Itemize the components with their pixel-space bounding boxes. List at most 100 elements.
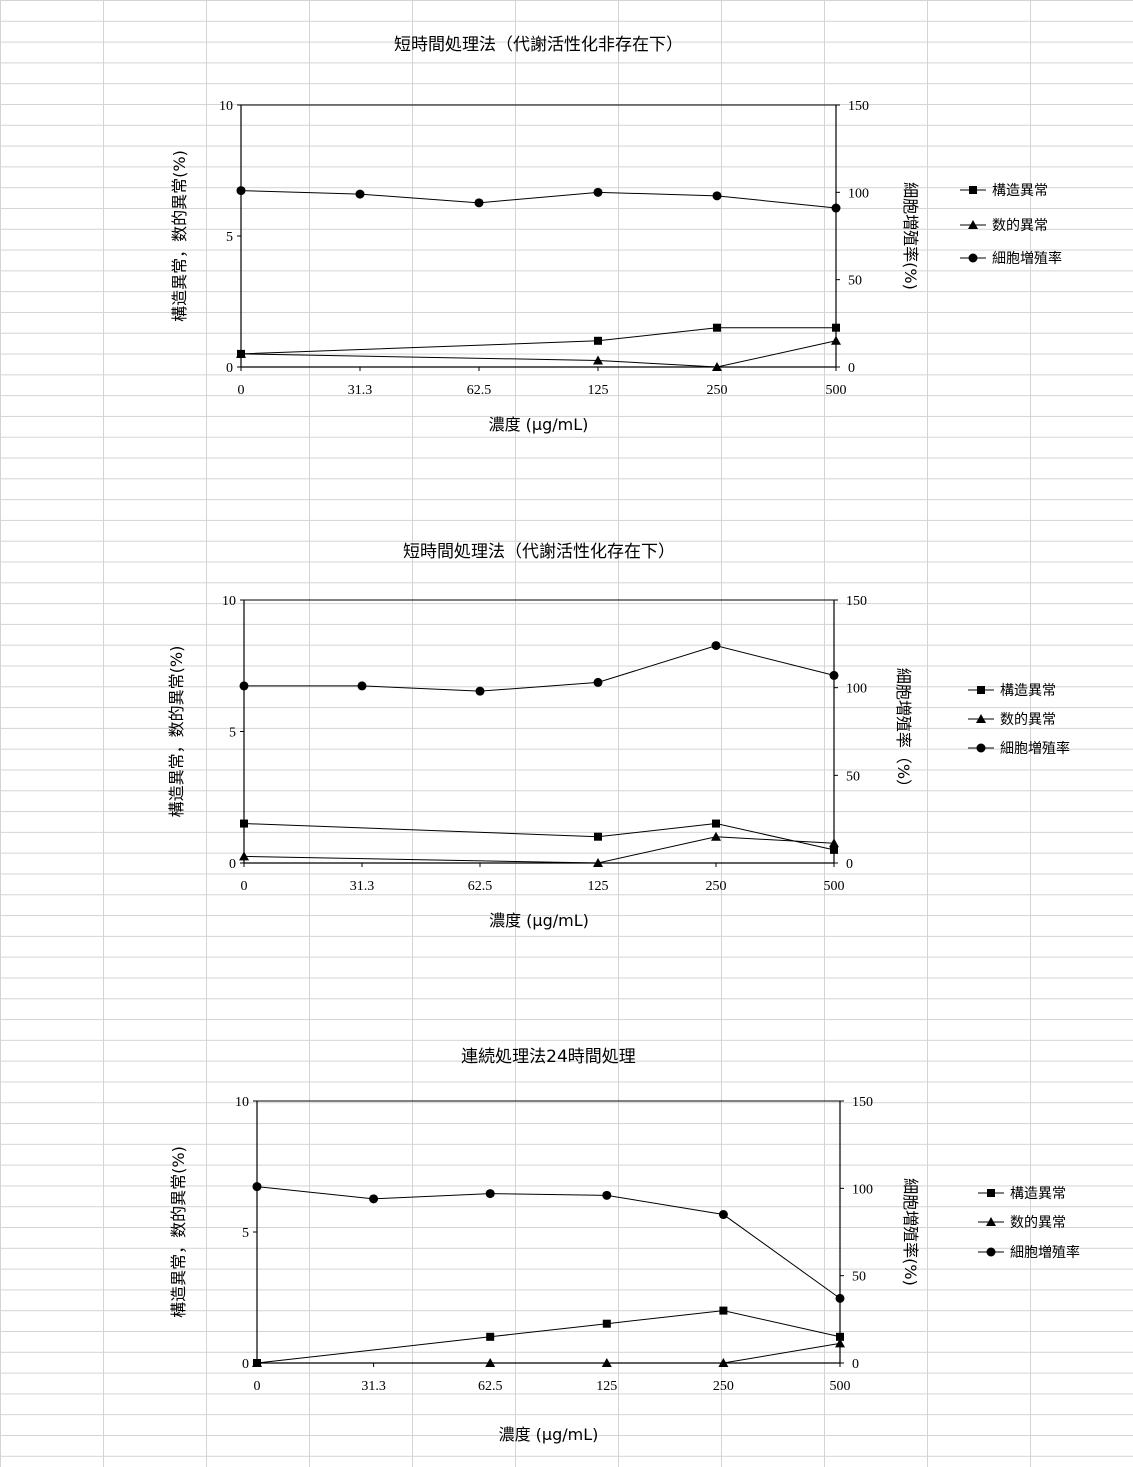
circle-marker	[236, 186, 246, 196]
legend-marker	[977, 686, 985, 694]
legend-marker	[976, 743, 986, 753]
x-tick-label: 31.3	[361, 1379, 386, 1394]
legend-label: 細胞増殖率	[1000, 740, 1070, 757]
circle-marker	[474, 198, 484, 208]
legend-label: 数的異常	[1010, 1215, 1066, 1231]
y-tick-label: 5	[229, 726, 236, 741]
legend-item-structural-abnormality: 構造異常	[978, 1186, 1066, 1202]
y2-axis-title: 細胞増殖率（%）	[894, 668, 913, 795]
x-tick-label: 500	[826, 383, 847, 398]
y-tick-label: 0	[242, 1357, 249, 1372]
y2-tick-label: 50	[852, 1270, 866, 1285]
triangle-marker	[485, 1358, 496, 1367]
triangle-marker	[831, 335, 841, 345]
series-line	[244, 645, 835, 692]
series-structural-abnormality	[240, 819, 838, 854]
chart-title: 短時間処理法（代謝活性化存在下）	[403, 542, 675, 562]
circle-marker	[712, 191, 722, 201]
x-tick-label: 125	[588, 383, 609, 398]
x-tick-label: 125	[596, 1379, 617, 1394]
circle-marker	[355, 189, 365, 199]
x-tick-label: 500	[830, 1379, 851, 1394]
series-numerical-abnormality	[236, 335, 841, 371]
x-tick-label: 250	[706, 879, 727, 894]
series-line	[243, 836, 835, 864]
triangle-marker	[252, 1358, 262, 1367]
legend-marker	[968, 220, 978, 229]
y-tick-label: 5	[226, 230, 233, 245]
legend-marker	[969, 186, 977, 194]
y2-tick-label: 150	[852, 1095, 873, 1110]
series-cell-growth-rate	[252, 1182, 845, 1303]
y-tick-label: 5	[242, 1226, 249, 1241]
series-line	[240, 327, 836, 355]
series-line	[240, 340, 837, 368]
series-line	[256, 1186, 841, 1299]
circle-marker	[593, 187, 603, 197]
legend-label: 数的異常	[1000, 712, 1056, 728]
legend-item-numerical-abnormality: 数的異常	[968, 712, 1056, 728]
x-axis-title: 濃度 (μg/mL)	[489, 415, 589, 434]
y2-tick-label: 100	[852, 1182, 873, 1197]
circle-marker	[475, 686, 485, 696]
triangle-marker	[593, 355, 603, 365]
y2-tick-label: 100	[848, 186, 869, 201]
square-marker	[240, 819, 248, 828]
legend-marker	[968, 253, 978, 263]
square-marker	[712, 819, 720, 828]
x-tick-label: 62.5	[478, 1379, 503, 1394]
legend-marker	[987, 1189, 995, 1197]
series-line	[256, 1310, 841, 1364]
circle-marker	[485, 1189, 495, 1199]
legend-label: 数的異常	[992, 218, 1048, 234]
triangle-marker	[593, 858, 603, 867]
legend-item-cell-growth-rate: 細胞増殖率	[968, 740, 1070, 757]
circle-marker	[711, 641, 721, 651]
triangle-marker	[711, 831, 721, 841]
square-marker	[719, 1306, 728, 1315]
series-numerical-abnormality	[239, 831, 839, 867]
x-tick-label: 31.3	[348, 383, 373, 398]
y2-tick-label: 0	[846, 857, 853, 872]
x-axis-title: 濃度 (μg/mL)	[499, 1425, 599, 1444]
legend-marker	[986, 1247, 996, 1257]
legend-label: 細胞増殖率	[992, 250, 1062, 267]
x-tick-label: 250	[713, 1379, 734, 1394]
circle-marker	[252, 1182, 262, 1192]
y2-tick-label: 150	[848, 99, 869, 114]
y2-tick-label: 0	[848, 361, 855, 376]
x-tick-label: 0	[241, 879, 248, 894]
y-axis-title: 構造異常，数的異常(%)	[167, 646, 186, 818]
triangle-marker	[236, 348, 246, 358]
triangle-marker	[829, 838, 839, 848]
y2-axis-title: 細胞増殖率(%)	[901, 1178, 920, 1286]
series-line	[243, 823, 835, 851]
legend-item-numerical-abnormality: 数的異常	[978, 1215, 1066, 1231]
circle-marker	[239, 681, 249, 691]
legend-label: 細胞増殖率	[1010, 1244, 1080, 1261]
square-marker	[486, 1332, 495, 1341]
x-tick-label: 125	[588, 879, 609, 894]
series-cell-growth-rate	[239, 641, 839, 696]
circle-marker	[357, 681, 367, 691]
triangle-marker	[835, 1338, 845, 1348]
circle-marker	[602, 1190, 612, 1200]
legend-label: 構造異常	[1010, 1186, 1066, 1202]
legend-item-cell-growth-rate: 細胞増殖率	[978, 1244, 1080, 1261]
x-tick-label: 500	[824, 879, 845, 894]
triangle-marker	[601, 1358, 612, 1367]
y-tick-label: 0	[226, 361, 233, 376]
circle-marker	[831, 203, 841, 213]
triangle-marker	[718, 1358, 729, 1367]
y2-tick-label: 50	[848, 274, 862, 289]
y-axis-title: 構造異常，数的異常(%)	[169, 1146, 188, 1318]
y2-tick-label: 150	[846, 594, 867, 609]
y-axis-title: 構造異常，数的異常(%)	[170, 150, 189, 322]
legend-item-cell-growth-rate: 細胞増殖率	[960, 250, 1062, 267]
legend-marker	[976, 714, 986, 723]
chart-title: 連続処理法24時間処理	[461, 1047, 636, 1067]
x-axis-title: 濃度 (μg/mL)	[489, 911, 589, 930]
y-tick-label: 10	[219, 99, 233, 114]
